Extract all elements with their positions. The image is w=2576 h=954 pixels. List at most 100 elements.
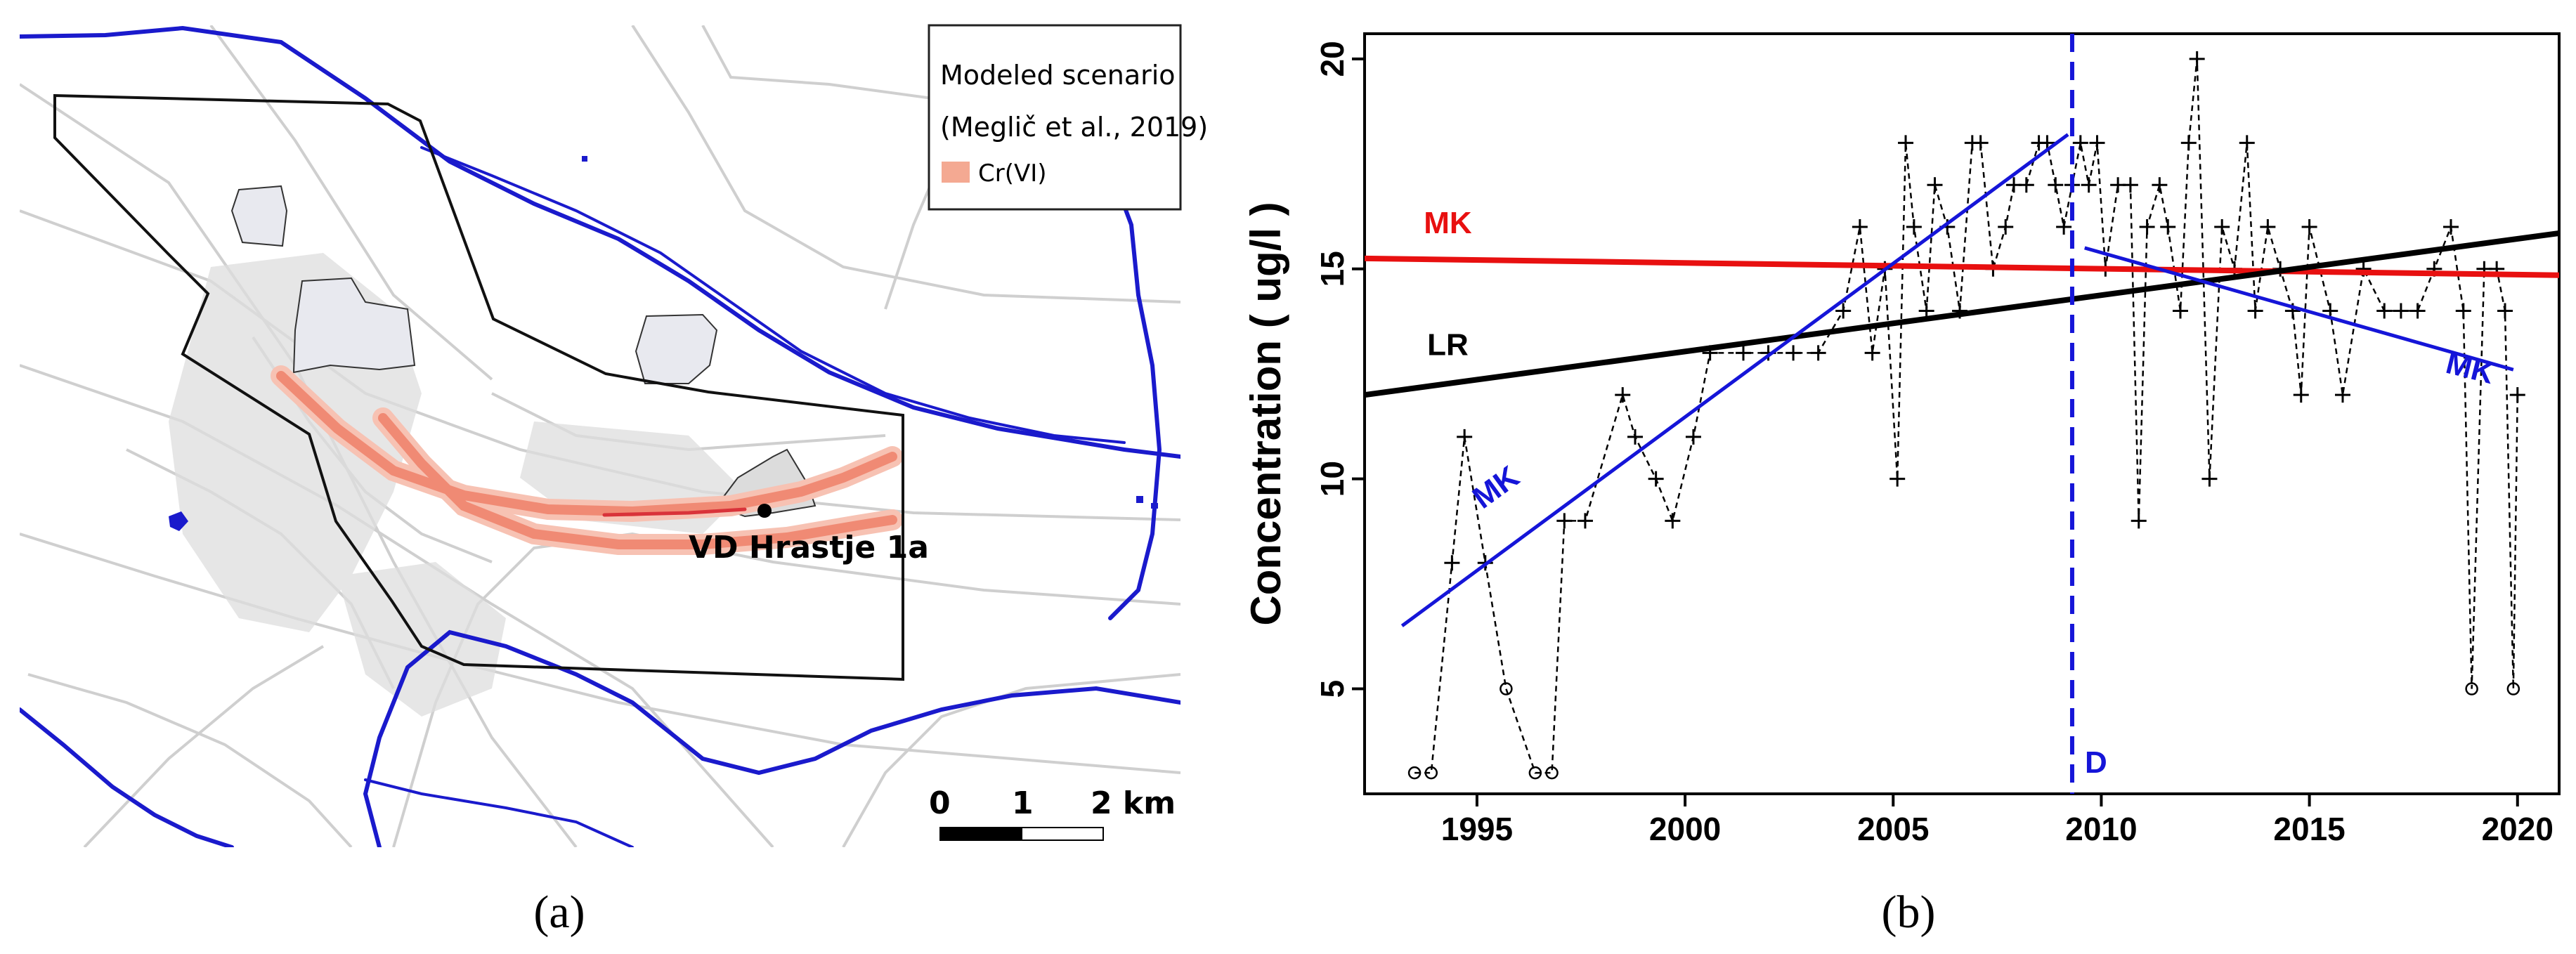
observation-point [2131,513,2147,529]
observation-point [2455,303,2471,319]
observation-point [1457,429,1473,445]
chart-panel: 1995 2000 2005 2010 2015 2020 5 10 15 20 Concent… [1242,32,2561,938]
observation-point [2393,303,2409,319]
observation-point [2239,135,2255,151]
panel-a-caption: (a) [533,887,585,938]
rivers [20,25,1180,847]
observation-point [2334,387,2350,403]
observation-point [1927,177,1943,193]
observation-point [2122,177,2138,193]
y-axis-ticks: 5 10 15 20 [1314,41,1365,698]
observation-point [2409,303,2426,319]
ponds [169,156,1158,531]
y-tick-label: 5 [1314,680,1351,698]
observation-point [2442,218,2459,235]
observation-point [1577,513,1593,529]
observation-point [2260,218,2276,235]
observation-point [2152,177,2168,193]
observation-point [2072,135,2088,151]
y-tick-label: 10 [1314,461,1351,497]
observation-point [2081,177,2097,193]
observation-point [1556,513,1573,529]
scale-segment-black [939,827,1022,841]
well-marker [757,504,772,518]
river-sava-bank [420,146,1126,444]
x-tick-label: 2005 [1857,811,1929,847]
observation-point [2160,218,2176,235]
scale-label-1: 1 [1012,785,1034,821]
trend-line-mk-trend-after-D [2084,246,2514,372]
observation-point [1665,513,1681,529]
trend-line-mk-trend-before-D [1400,133,2069,627]
trend-line-mk-trend [1365,255,2559,278]
observation-point [2376,303,2393,319]
observation-point [1889,471,1906,487]
observation-point [2172,303,2188,319]
scale-segment-white [1021,827,1104,841]
legend-title-line2: (Meglič et al., 2019) [940,112,1208,143]
observation-point-below-detection [1500,682,1513,695]
river-southwest [20,707,234,847]
map-panel: VD Hrastje 1a Modeled scenario (Meglič e… [20,24,1208,938]
legend-swatch-crvi [942,162,970,183]
observation-point [1835,303,1852,319]
y-axis-title: Concentration ( ug/l ) [1242,202,1289,625]
observation-point [1648,471,1664,487]
observation-point [2056,218,2072,235]
observation-point [2201,471,2218,487]
observation-point [2214,218,2230,235]
trend-label-lr: LR [1427,327,1469,362]
plot-layer [1365,34,2559,794]
observation-point [2139,218,2155,235]
observation-point [1736,345,1752,361]
observation-point [2301,218,2317,235]
observation-point [2189,51,2205,67]
legend-title-line1: Modeled scenario [940,60,1176,91]
observation-point-below-detection [2465,682,2478,695]
observation-point [2018,177,2034,193]
scale-label-2km: 2 km [1091,785,1176,821]
x-tick-label: 2020 [2482,811,2554,847]
observation-point [2089,135,2105,151]
panel-b-caption: (b) [1882,887,1936,938]
well-label: VD Hrastje 1a [689,530,929,566]
legend-box [928,24,1182,211]
observation-point [1998,218,2014,235]
observation-point [1615,387,1631,403]
x-tick-label: 2000 [1649,811,1721,847]
y-tick-label: 20 [1314,41,1351,77]
observation-point-below-detection [1545,766,1559,780]
observation-point-below-detection [1407,766,1422,780]
scale-label-0: 0 [929,785,951,821]
breakpoint-label-d: D [2085,745,2107,780]
river-ljubljanica [363,629,1180,847]
observation-point [2247,303,2263,319]
observation-point [2497,303,2513,319]
river-sava [20,25,1180,459]
observation-point [1810,345,1826,361]
observation-point-below-detection [1424,766,1438,780]
plot-frame [1363,32,2561,795]
observation-point [2293,387,2309,403]
trend-label-mk: MK [1424,206,1472,240]
observation-point [2180,135,2197,151]
x-tick-label: 2015 [2273,811,2345,847]
observation-point [1785,345,1802,361]
river-south-canal [364,778,634,847]
observation-point [1627,429,1644,445]
observation-point [1864,345,1880,361]
observation-point [1972,135,1989,151]
x-tick-label: 1995 [1441,811,1513,847]
observation-point-below-detection [2506,682,2520,695]
legend-item-crvi: Cr(VI) [978,159,1047,188]
trend-line-lr-trend [1365,230,2559,398]
river-east [1108,166,1162,620]
observation-point [1685,429,1701,445]
observation-point [1906,218,1922,235]
crvi-plume [271,365,903,555]
y-tick-label: 15 [1314,251,1351,287]
scale-bar: 0 1 2 km [929,785,1176,841]
observation-point-below-detection [1528,766,1542,780]
